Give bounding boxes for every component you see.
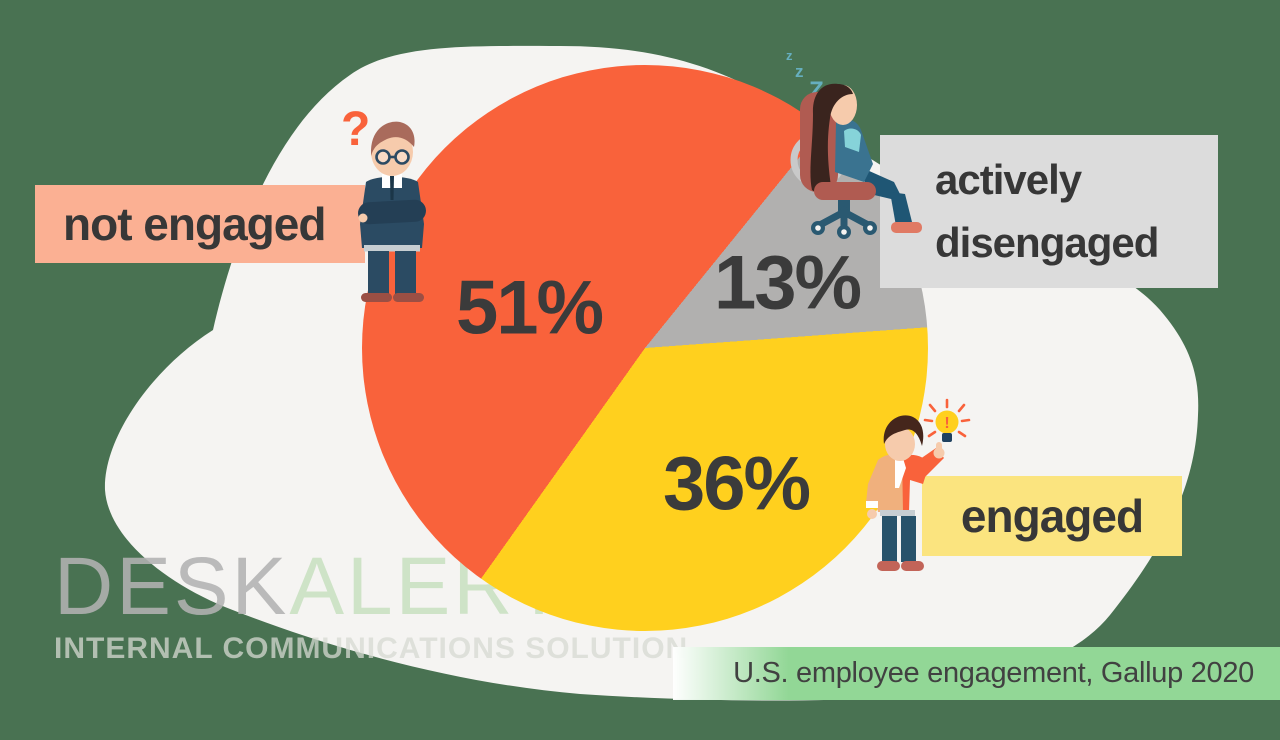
engaged-employee-shoe-left — [877, 561, 900, 571]
engaged-employee-body — [866, 415, 945, 571]
confused-employee-illustration — [358, 121, 426, 302]
label-actively-disengaged-line2: disengaged — [935, 218, 1159, 266]
pie-value-actively-disengaged: 13% — [713, 240, 862, 326]
engaged-employee-illustration: ! — [866, 398, 971, 571]
source-caption-text: U.S. employee engagement, Gallup 2020 — [733, 657, 1254, 689]
idea-bulb-icon: ! — [923, 398, 971, 442]
sleeping-employee-shoe — [891, 222, 922, 233]
source-caption-bar: U.S. employee engagement, Gallup 2020 — [673, 647, 1280, 700]
watermark-brand: DESKALERTS — [54, 546, 688, 628]
watermark-tagline: INTERNAL COMMUNICATIONS SOLUTION — [54, 632, 689, 665]
engaged-employee-shoe-right — [901, 561, 924, 571]
confused-employee-shoe-left — [361, 293, 392, 302]
question-mark-icon: ? — [341, 103, 371, 156]
sleeping-employee-hair — [810, 83, 853, 193]
label-not-engaged: not engaged — [35, 185, 365, 263]
watermark-brand-gray: DESK — [54, 541, 290, 632]
svg-text:z: z — [786, 48, 793, 63]
label-engaged: engaged — [922, 476, 1182, 556]
confused-employee-hair — [371, 121, 415, 156]
label-actively-disengaged: actively disengaged — [880, 135, 1218, 288]
confused-employee-shoe-right — [393, 293, 424, 302]
label-not-engaged-text: not engaged — [63, 198, 326, 250]
pie-value-not-engaged: 51% — [455, 265, 604, 351]
confused-employee-body — [358, 121, 426, 302]
label-engaged-text: engaged — [960, 490, 1144, 542]
label-actively-disengaged-line1: actively — [935, 156, 1082, 204]
svg-text:z: z — [795, 62, 804, 81]
pie-value-engaged: 36% — [662, 441, 811, 527]
sleeping-employee-illustration: z z Z — [786, 48, 922, 239]
watermark-logo: DESKALERTS INTERNAL COMMUNICATIONS SOLUT… — [54, 546, 688, 666]
glasses-icon — [375, 149, 410, 165]
engaged-employee-face — [885, 427, 915, 461]
engaged-employee-hair — [883, 415, 924, 446]
svg-text:!: ! — [944, 415, 949, 432]
sleeping-employee-body — [810, 83, 922, 233]
confused-employee-arms — [358, 199, 426, 225]
